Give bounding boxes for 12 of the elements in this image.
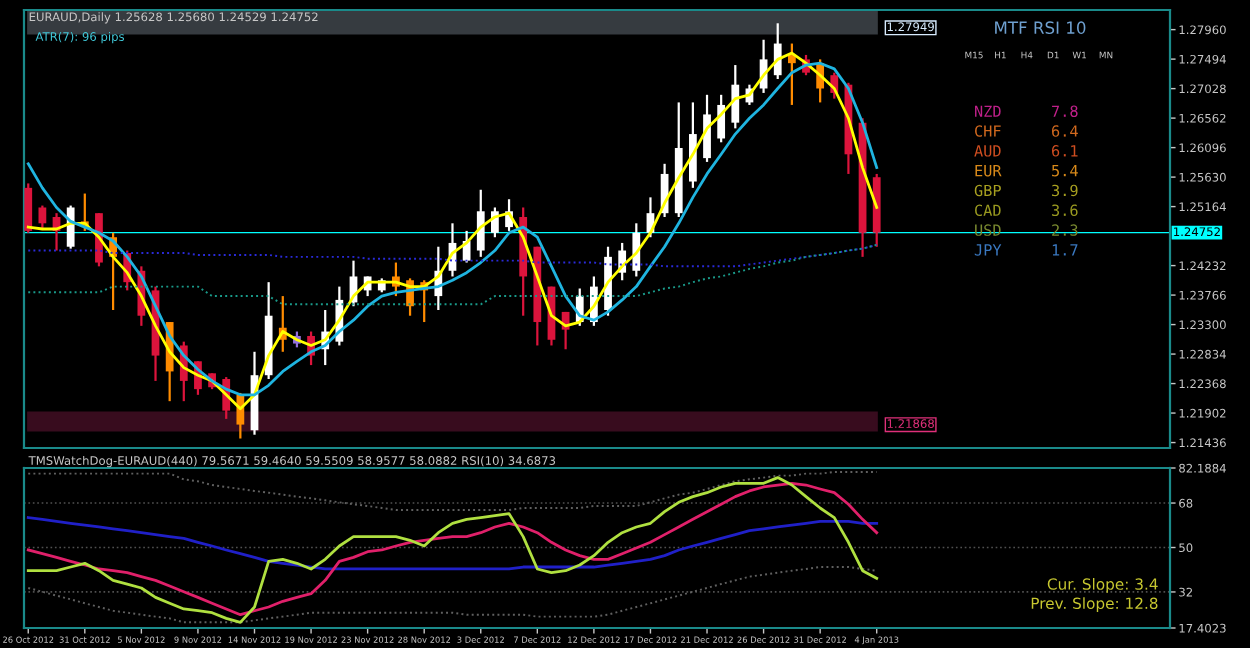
candlestick (703, 93, 711, 164)
candlestick (688, 101, 697, 189)
line-series (27, 470, 878, 511)
candlestick (731, 63, 740, 130)
candlestick (491, 206, 499, 239)
candlestick (38, 204, 47, 231)
text: MTF RSI 10 (995, 21, 1086, 34)
candlestick (24, 182, 33, 234)
line-series (27, 566, 878, 624)
candlestick (476, 188, 485, 258)
line-series (26, 516, 879, 571)
candlestick (462, 229, 471, 264)
